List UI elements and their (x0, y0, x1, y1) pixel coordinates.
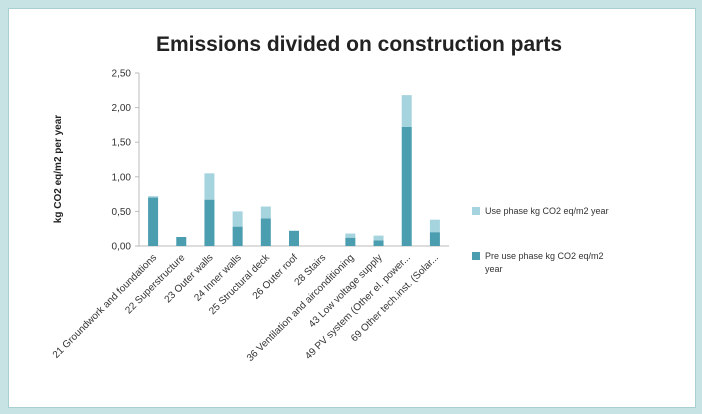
bar-pre-use-phase (232, 226, 243, 246)
y-tick-label: 1,50 (112, 138, 132, 149)
chart-title: Emissions divided on construction parts (156, 33, 562, 56)
x-category-label: 21 Groundwork and foundations (51, 252, 159, 360)
legend-label-pre-use-phase: Pre use phase kg CO2 eq/m2 (485, 251, 604, 261)
x-category-label: 49 PV system (Other el. power... (303, 252, 413, 362)
bar-use-phase (401, 95, 412, 127)
bar-use-phase (345, 233, 356, 238)
bar-use-phase (148, 196, 159, 198)
bar-use-phase (429, 219, 440, 233)
bar-pre-use-phase (148, 197, 159, 246)
bar-pre-use-phase (204, 199, 215, 246)
bar-use-phase (373, 235, 384, 241)
bar-pre-use-phase (289, 230, 299, 246)
bar-pre-use-phase (373, 240, 384, 246)
bar-pre-use-phase (429, 232, 440, 246)
chart-frame: Emissions divided on construction parts … (8, 8, 696, 408)
y-axis-label: kg CO2 eq/m2 per year (53, 115, 64, 223)
bar-pre-use-phase (176, 237, 187, 246)
bar-use-phase (232, 211, 243, 227)
y-tick-label: 2,50 (112, 69, 132, 80)
y-tick-label: 2,00 (112, 103, 132, 114)
bar-pre-use-phase (260, 218, 271, 246)
y-ticks: 0,00 0,50 1,00 1,50 2,00 2,50 (112, 69, 139, 253)
bars (148, 95, 440, 246)
y-tick-label: 0,50 (112, 207, 132, 218)
legend-swatch-pre-use-phase (472, 252, 480, 260)
bar-pre-use-phase (345, 237, 356, 246)
bar-use-phase (204, 173, 215, 200)
chart-svg: Emissions divided on construction parts … (51, 33, 609, 364)
y-tick-label: 0,00 (112, 242, 132, 253)
bar-use-phase (260, 206, 271, 219)
y-tick-label: 1,00 (112, 172, 132, 183)
legend-label-pre-use-phase-line2: year (485, 264, 503, 274)
legend: Use phase kg CO2 eq/m2 year Pre use phas… (472, 206, 609, 274)
legend-swatch-use-phase (472, 207, 480, 215)
bar-pre-use-phase (401, 126, 412, 246)
legend-label-use-phase: Use phase kg CO2 eq/m2 year (485, 206, 609, 216)
